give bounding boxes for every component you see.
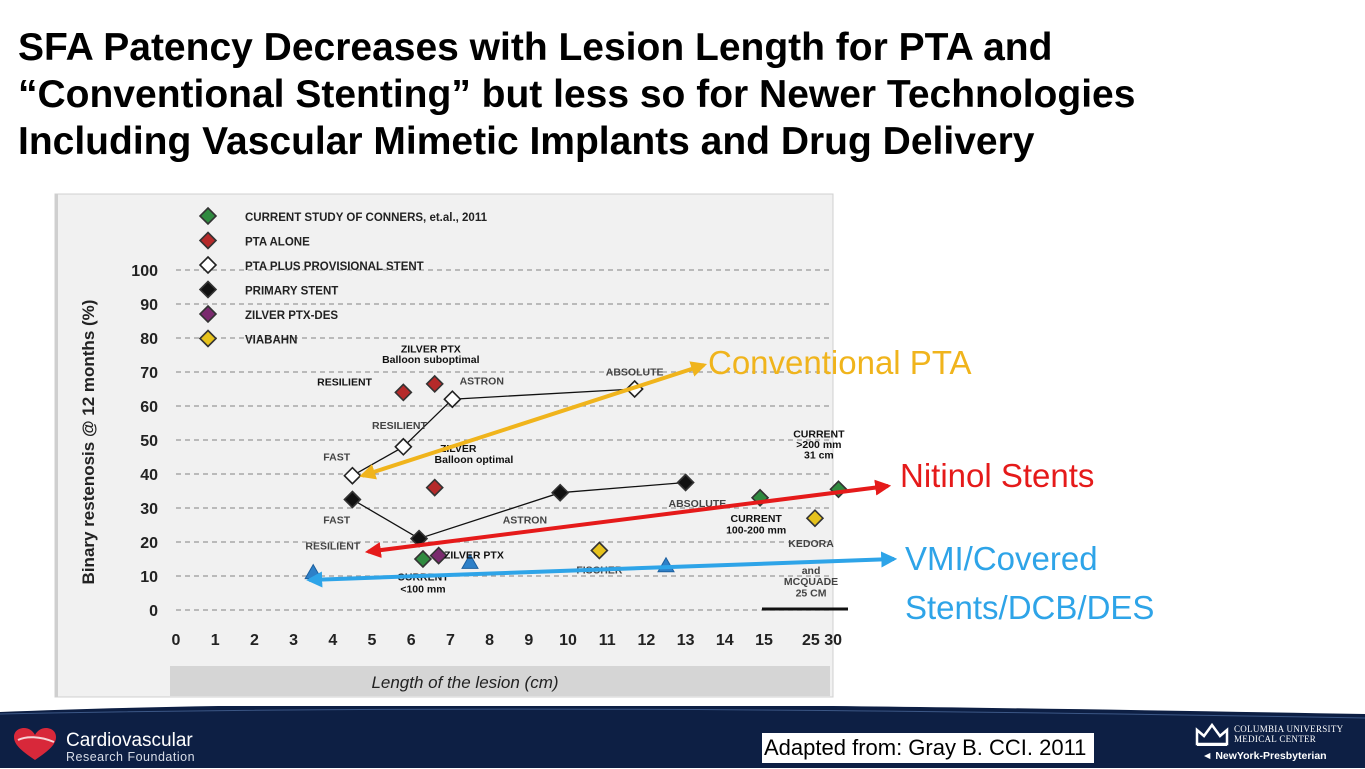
y-tick-label: 20 <box>140 535 158 552</box>
x-tick-label: 4 <box>328 632 337 649</box>
point-annotation: ASTRON <box>503 514 547 526</box>
columbia-name: COLUMBIA UNIVERSITY MEDICAL CENTER <box>1234 724 1343 744</box>
title-line-3: Including Vascular Mimetic Implants and … <box>18 120 1035 163</box>
arrow-label-conventional-pta: Conventional PTA <box>708 344 972 381</box>
y-tick-label: 50 <box>140 433 158 450</box>
chart-image-left-strip <box>55 194 58 697</box>
x-tick-label: 25 30 <box>802 632 842 649</box>
crf-logo <box>10 726 210 766</box>
point-annotation: ABSOLUTE <box>606 366 664 378</box>
point-annotation: >200 mm <box>796 439 841 451</box>
columbia-line-2: MEDICAL CENTER <box>1234 734 1317 744</box>
x-tick-label: 2 <box>250 632 259 649</box>
heart-icon <box>14 728 56 760</box>
legend-marker <box>198 255 218 275</box>
point-annotation: and <box>802 565 821 577</box>
point-annotation: ZILVER PTX <box>401 343 461 355</box>
title-line-2: “Conventional Stenting” but less so for … <box>18 73 1136 116</box>
x-tick-label: 6 <box>407 632 416 649</box>
nyp-name: ◄ NewYork-Presbyterian <box>1202 750 1327 762</box>
legend-marker <box>198 329 218 348</box>
point-annotation: Balloon optimal <box>435 454 514 466</box>
legend-label: PTA ALONE <box>245 237 310 249</box>
y-tick-label: 40 <box>140 467 158 484</box>
legend-label: VIABAHN <box>245 335 297 347</box>
footer-bar: Cardiovascular Research Foundation <box>0 706 1365 768</box>
open-diamond-marker <box>343 466 362 485</box>
arrow-label-vmi-line-1: VMI/Covered <box>905 540 1098 577</box>
crown-icon <box>1195 722 1229 746</box>
point-annotation: KEDORA <box>788 538 834 550</box>
x-tick-label: 12 <box>638 632 656 649</box>
x-axis-label: Length of the lesion (cm) <box>371 673 558 692</box>
x-axis-band <box>170 666 830 696</box>
x-tick-label: 9 <box>524 632 533 649</box>
point-annotation: CURRENT <box>730 513 782 525</box>
legend-marker <box>198 231 218 250</box>
arrow-label-nitinol-stents: Nitinol Stents <box>900 457 1094 494</box>
nyp-label: NewYork-Presbyterian <box>1215 750 1327 762</box>
y-tick-label: 80 <box>140 331 158 348</box>
y-tick-label: 100 <box>131 263 158 280</box>
point-annotation: RESILIENT <box>305 540 360 552</box>
x-tick-label: 3 <box>289 632 298 649</box>
title-line-1: SFA Patency Decreases with Lesion Length… <box>18 26 1053 69</box>
x-tick-label: 10 <box>559 632 577 649</box>
arrow-vmi-covered <box>306 551 898 588</box>
y-tick-label: 10 <box>140 569 158 586</box>
point-annotation: 25 CM <box>796 587 827 599</box>
slide-title: SFA Patency Decreases with Lesion Length… <box>18 24 1358 165</box>
crf-subtitle: Research Foundation <box>66 750 196 764</box>
diamond-marker <box>343 490 362 509</box>
citation: Adapted from: Gray B. CCI. 2011 <box>762 733 1095 763</box>
arrow-nitinol-stents <box>364 479 892 559</box>
point-annotation: RESILIENT <box>317 377 372 389</box>
point-annotation: Balloon suboptimal <box>382 354 480 366</box>
point-annotation: MCQUADE <box>784 576 838 588</box>
point-annotation: 31 cm <box>804 450 834 462</box>
y-tick-label: 90 <box>140 297 158 314</box>
y-tick-label: 30 <box>140 501 158 518</box>
crf-name: Cardiovascular <box>66 730 193 751</box>
legend-marker <box>198 304 218 324</box>
point-annotation: <100 mm <box>400 583 445 595</box>
columbia-nyp-logo: COLUMBIA UNIVERSITY MEDICAL CENTER ◄ New… <box>1192 722 1362 766</box>
point-annotation: FAST <box>323 514 350 526</box>
x-tick-label: 13 <box>677 632 695 649</box>
x-tick-label: 15 <box>755 632 773 649</box>
y-tick-label: 60 <box>140 399 158 416</box>
legend-label: CURRENT STUDY OF CONNERS, et.al., 2011 <box>245 212 488 224</box>
point-annotation: 100-200 mm <box>726 525 786 537</box>
x-tick-label: 8 <box>485 632 494 649</box>
x-tick-label: 5 <box>368 632 377 649</box>
columbia-line-1: COLUMBIA UNIVERSITY <box>1234 724 1344 734</box>
point-annotation: FAST <box>323 451 350 463</box>
legend-label: ZILVER PTX-DES <box>245 310 338 322</box>
footer-wave-decoration <box>0 706 1365 719</box>
x-tick-label: 7 <box>446 632 455 649</box>
arrow-label-vmi-line-2: Stents/DCB/DES <box>905 589 1154 626</box>
y-tick-label: 0 <box>149 603 158 620</box>
arrow-conventional-pta <box>359 361 708 480</box>
y-tick-label: 70 <box>140 365 158 382</box>
point-annotation: ASTRON <box>460 376 504 388</box>
legend-label: PRIMARY STENT <box>245 286 338 298</box>
nyp-arrow-icon: ◄ <box>1202 750 1213 762</box>
x-tick-label: 14 <box>716 632 734 649</box>
legend-marker <box>198 280 218 299</box>
x-tick-label: 0 <box>172 632 181 649</box>
y-axis-label: Binary restenosis @ 12 months (%) <box>79 300 98 585</box>
x-tick-label: 1 <box>211 632 220 649</box>
point-annotation: RESILIENT <box>372 420 427 432</box>
x-tick-label: 11 <box>599 632 616 649</box>
legend-label: PTA PLUS PROVISIONAL STENT <box>245 261 424 273</box>
point-annotation: CURRENT <box>793 428 845 440</box>
legend-marker <box>198 206 218 226</box>
point-annotation: ZILVER PTX <box>444 549 504 561</box>
